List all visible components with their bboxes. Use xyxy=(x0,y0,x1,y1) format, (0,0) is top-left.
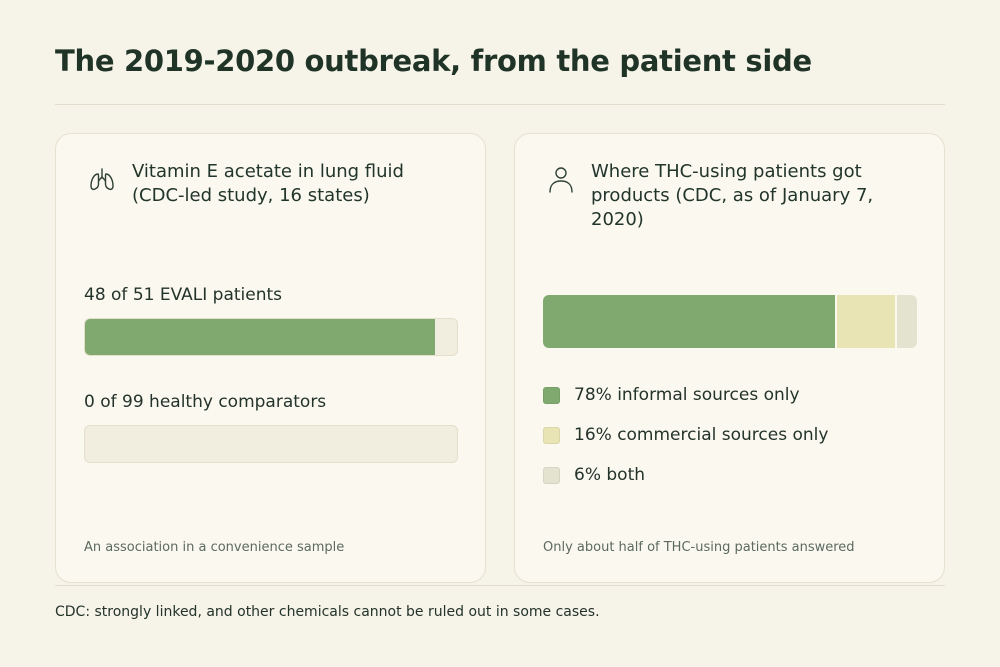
legend-label-informal: 78% informal sources only xyxy=(574,385,800,405)
lungs-icon xyxy=(90,168,114,191)
legend-item-informal: 78% informal sources only xyxy=(543,375,828,415)
healthy-bar-track xyxy=(84,425,458,463)
page-title: The 2019-2020 outbreak, from the patient… xyxy=(55,44,812,78)
person-icon xyxy=(549,167,573,193)
vitamin-e-card-title: Vitamin E acetate in lung fluid (CDC-led… xyxy=(132,161,404,206)
vitamin-e-footnote: An association in a convenience sample xyxy=(84,540,345,555)
evali-bar-label: 48 of 51 EVALI patients xyxy=(84,285,283,305)
evali-bar-track xyxy=(84,318,458,356)
stack-segment-informal xyxy=(543,295,835,348)
title-divider xyxy=(55,104,945,105)
vitamin-e-card: Vitamin E acetate in lung fluid (CDC-led… xyxy=(55,133,486,583)
legend-swatch-commercial xyxy=(543,426,560,444)
stack-segment-commercial xyxy=(834,295,895,348)
product-source-footnote: Only about half of THC-using patients an… xyxy=(543,540,855,555)
legend-swatch-informal xyxy=(543,386,560,404)
bottom-divider xyxy=(55,585,945,586)
evali-bar-fill xyxy=(85,319,436,355)
legend-swatch-both xyxy=(543,466,560,484)
healthy-bar-label: 0 of 99 healthy comparators xyxy=(84,392,327,412)
legend-label-commercial: 16% commercial sources only xyxy=(574,425,829,445)
bottom-note: CDC: strongly linked, and other chemical… xyxy=(55,604,600,620)
product-source-card: Where THC-using patients got products (C… xyxy=(514,133,945,583)
product-source-card-title: Where THC-using patients got products (C… xyxy=(591,161,874,230)
legend-item-both: 6% both xyxy=(543,455,828,495)
stack-segment-both xyxy=(894,295,917,348)
legend-item-commercial: 16% commercial sources only xyxy=(543,415,828,455)
source-legend: 78% informal sources only 16% commercial… xyxy=(543,375,828,495)
legend-label-both: 6% both xyxy=(574,465,646,485)
source-stacked-bar xyxy=(543,295,917,348)
